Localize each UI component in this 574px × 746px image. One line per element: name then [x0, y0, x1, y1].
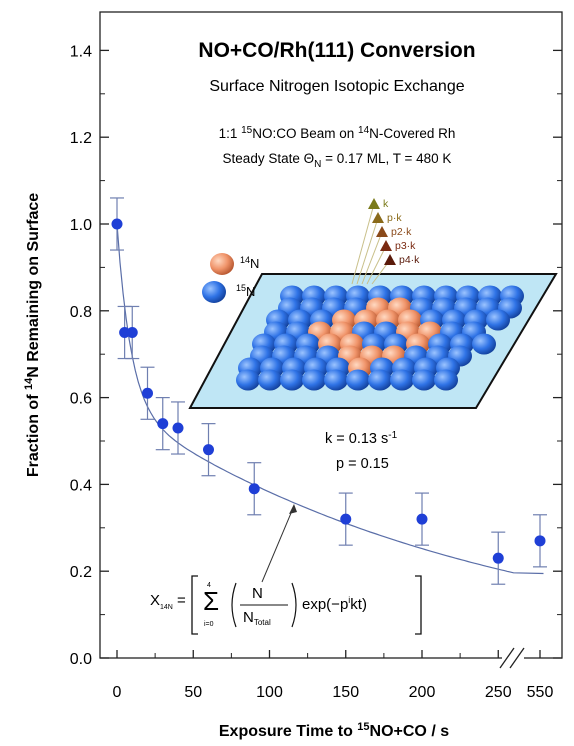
- n15-atom: [412, 369, 436, 391]
- n15-atom: [324, 369, 348, 391]
- chart-subtitle: Surface Nitrogen Isotopic Exchange: [209, 78, 464, 95]
- x-tick-label: 0: [113, 684, 122, 701]
- legend-15n-label: 15N: [236, 283, 255, 299]
- formula-sum-bottom: i=0: [204, 621, 214, 628]
- rate-arrow-head: [384, 254, 396, 265]
- rate-constant-label: k = 0.13 s-1: [325, 430, 398, 447]
- x-tick-label: 200: [409, 684, 436, 701]
- fit-formula: X14N = Σ 4 i=0 N NTotal exp(−pikt): [150, 575, 422, 635]
- formula-exponential: exp(−pikt): [302, 595, 367, 613]
- legend-14n-atom: [210, 253, 234, 275]
- n15-atom: [390, 369, 414, 391]
- n15-atom: [472, 333, 496, 355]
- y-axis-label: Fraction of 14N Remaining on Surface: [23, 193, 42, 477]
- formula-paren-left: [231, 582, 237, 628]
- rate-arrow-line: [351, 203, 375, 285]
- y-tick-label: 0.0: [70, 651, 92, 668]
- rate-arrow-line: [366, 245, 387, 285]
- x-tick-label: 250: [485, 684, 512, 701]
- n15-atom: [302, 369, 326, 391]
- rate-arrow-head: [372, 212, 384, 223]
- formula-bracket-left: [191, 575, 198, 635]
- data-point: [172, 422, 184, 434]
- formula-numerator: N: [252, 585, 263, 602]
- axis-break-mark: [499, 647, 525, 669]
- data-point: [119, 327, 131, 338]
- n15-atom: [236, 369, 260, 391]
- data-point: [248, 483, 260, 495]
- formula-denominator: NTotal: [243, 609, 271, 627]
- y-tick-label: 1.0: [70, 217, 92, 234]
- formula-pointer-head: [289, 504, 297, 514]
- surface-atoms: [236, 285, 524, 391]
- n15-atom: [434, 369, 458, 391]
- n15-atom: [258, 369, 282, 391]
- y-axis-ticks: 0.0 0.2 0.4 0.6 0.8 1.0 1.2 1.4: [70, 43, 562, 668]
- plot-frame: [99, 11, 563, 659]
- y-tick-label: 0.8: [70, 304, 92, 321]
- x-tick-label: 550: [527, 684, 554, 701]
- rate-arrow-head: [380, 240, 392, 251]
- x-tick-label: 100: [256, 684, 283, 701]
- beam-condition: 1:1 15NO:CO Beam on 14N-Covered Rh: [219, 125, 456, 141]
- data-point: [126, 327, 138, 338]
- isotope-legend: 14N 15N: [202, 253, 259, 303]
- data-point: [492, 552, 504, 564]
- data-point: [157, 418, 169, 430]
- rate-label: p2·k: [391, 226, 412, 238]
- desorption-rate-arrows: k p·k p2·k p3·k p4·k: [351, 198, 420, 285]
- rate-arrow-head: [368, 198, 380, 209]
- rate-arrow-line: [361, 231, 383, 285]
- formula-lhs: X14N =: [150, 592, 186, 611]
- y-tick-label: 1.4: [70, 43, 92, 60]
- steady-state-condition: Steady State ΘN = 0.17 ML, T = 480 K: [223, 151, 452, 170]
- n15-atom: [346, 369, 370, 391]
- formula-sum-top: 4: [207, 582, 211, 589]
- data-point: [142, 387, 153, 399]
- rate-arrow-head: [376, 226, 388, 237]
- y-tick-label: 0.4: [70, 477, 92, 494]
- x-axis-ticks: 0 50 100 150 200 250 550: [113, 650, 554, 701]
- n15-atom: [280, 369, 304, 391]
- x-axis-label: Exposure Time to 15NO+CO / s: [219, 721, 449, 740]
- surface-illustration: k p·k p2·k p3·k p4·k: [188, 198, 558, 409]
- data-point: [203, 444, 214, 456]
- x-tick-label: 50: [184, 684, 202, 701]
- rate-label: k: [383, 198, 389, 210]
- formula-bracket-right: [415, 575, 422, 635]
- legend-15n-atom: [202, 281, 226, 303]
- data-point: [534, 535, 546, 547]
- data-point: [416, 513, 428, 525]
- rate-label: p4·k: [399, 254, 420, 266]
- y-tick-label: 0.6: [70, 391, 92, 408]
- data-point: [340, 513, 352, 525]
- rate-arrow-line: [356, 217, 379, 285]
- n15-atom: [368, 369, 392, 391]
- probability-label: p = 0.15: [336, 456, 389, 472]
- legend-14n-label: 14N: [240, 255, 259, 271]
- rate-label: p3·k: [395, 240, 416, 252]
- fit-curve: [116, 223, 544, 575]
- y-tick-label: 1.2: [70, 130, 92, 147]
- y-tick-label: 0.2: [70, 564, 92, 581]
- formula-sigma: Σ: [203, 586, 219, 616]
- rate-label: p·k: [387, 212, 402, 224]
- formula-paren-right: [291, 582, 297, 628]
- x-tick-label: 150: [332, 684, 359, 701]
- n15-atom: [486, 309, 510, 331]
- data-points: [111, 218, 546, 564]
- chart-title: NO+CO/Rh(111) Conversion: [198, 39, 475, 62]
- data-point: [111, 218, 123, 230]
- formula-pointer: [261, 505, 295, 583]
